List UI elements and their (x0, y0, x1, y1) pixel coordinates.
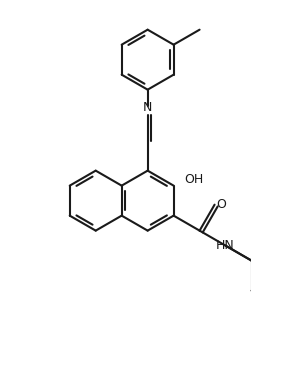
Text: OH: OH (184, 173, 203, 186)
Text: HN: HN (216, 239, 235, 252)
Text: N: N (143, 101, 152, 114)
Text: O: O (216, 198, 226, 211)
